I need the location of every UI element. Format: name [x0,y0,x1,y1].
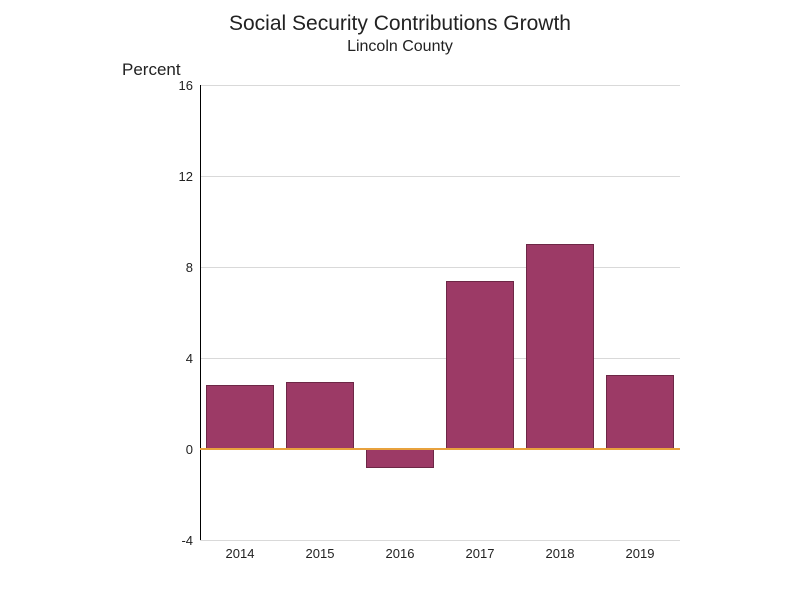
bar-chart: Social Security Contributions Growth Lin… [0,0,800,600]
y-tick-label: 12 [155,169,193,184]
x-tick-label: 2015 [306,546,335,561]
x-tick-label: 2017 [466,546,495,561]
bar [526,244,594,449]
bar [606,375,674,449]
y-tick-label: 4 [155,351,193,366]
gridline [200,85,680,86]
y-tick-label: -4 [155,533,193,548]
y-tick-label: 8 [155,260,193,275]
x-tick-label: 2016 [386,546,415,561]
x-tick-label: 2018 [546,546,575,561]
chart-title: Social Security Contributions Growth [0,12,800,36]
plot-area [200,85,680,540]
gridline [200,176,680,177]
x-tick-label: 2019 [626,546,655,561]
bar [206,385,274,449]
gridline [200,267,680,268]
y-axis-line [200,85,201,540]
y-tick-label: 0 [155,442,193,457]
x-tick-label: 2014 [226,546,255,561]
zero-line [200,448,680,450]
bar [286,382,354,449]
bar [446,281,514,449]
gridline [200,358,680,359]
bar [366,449,434,468]
y-tick-label: 16 [155,78,193,93]
chart-subtitle: Lincoln County [0,38,800,56]
gridline [200,540,680,541]
